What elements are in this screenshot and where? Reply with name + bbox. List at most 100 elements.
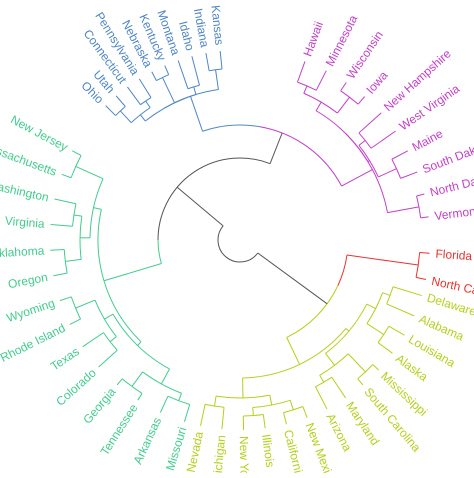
leaf-label: Oregon <box>7 270 49 291</box>
branch-radial <box>110 337 116 342</box>
branch-arc <box>338 255 347 286</box>
root-arc <box>218 226 258 262</box>
branch-radial <box>346 328 349 331</box>
branch-radial <box>287 337 300 364</box>
branch-radial <box>138 342 141 346</box>
leaf-stem <box>359 113 381 133</box>
leaf-stem <box>99 350 118 367</box>
branch-arc <box>158 240 161 264</box>
branch-radial <box>74 215 82 216</box>
leaf-stem <box>139 79 151 98</box>
leaf-stem <box>127 87 140 105</box>
branch-radial <box>65 259 81 261</box>
branch-radial <box>179 393 182 400</box>
branch-radial <box>146 101 150 108</box>
branch-radial <box>191 96 203 131</box>
leaf-label: Washington <box>0 177 50 204</box>
branch-radial <box>194 87 196 95</box>
branch-arc <box>145 98 185 121</box>
leaf-stem <box>303 407 307 418</box>
branch-arc <box>316 111 368 162</box>
leaf-label: Oklahoma <box>0 244 45 261</box>
leaf-label: Florida <box>435 247 473 264</box>
leaf-stem <box>393 287 422 296</box>
leaf-stem <box>416 277 426 279</box>
branch-radial <box>337 97 349 113</box>
branch-radial <box>304 86 307 93</box>
branch-radial <box>132 372 143 386</box>
leaf-stem <box>392 151 408 159</box>
branch-radial <box>216 70 219 90</box>
branch-radial <box>163 78 175 103</box>
leaf-stem <box>358 379 363 385</box>
branch-radial <box>367 304 376 309</box>
leaf-stem <box>116 96 125 107</box>
leaf-stem <box>284 413 287 425</box>
leaf-stem <box>220 51 222 69</box>
leaf-label: Iowa <box>363 68 390 97</box>
leaf-label: New York <box>237 436 252 473</box>
branch-radial <box>392 261 419 265</box>
leaf-stem <box>420 253 430 254</box>
branch-radial <box>104 314 113 319</box>
leaf-stem <box>417 194 425 196</box>
branch-radial <box>320 375 324 382</box>
branch-radial <box>387 207 418 213</box>
branch-radial <box>342 170 373 186</box>
branch-radial <box>347 255 392 261</box>
branch-radial <box>359 140 365 145</box>
leaf-label: Georgia <box>80 385 119 427</box>
leaf-stem <box>178 60 188 88</box>
leaf-stem <box>200 404 205 426</box>
leaf-stem <box>184 404 189 421</box>
branch-radial <box>378 169 396 177</box>
leaf-stem <box>62 174 71 177</box>
leaf-stem <box>371 131 396 148</box>
dendrogram-branches <box>50 51 429 430</box>
leaf-stem <box>316 71 326 91</box>
branch-radial <box>348 354 365 372</box>
branch-arc <box>260 127 342 186</box>
leaf-label: Illinois <box>259 433 277 468</box>
leaf-stem <box>378 343 392 354</box>
leaf-stem <box>152 72 157 81</box>
branch-radial <box>161 369 169 384</box>
leaf-label: Texas <box>48 344 82 373</box>
leaf-label: Arizona <box>323 411 354 454</box>
dendrogram-labels: OhioUtahConnecticutPennsylvaniaNebraskaK… <box>0 5 474 473</box>
branch-radial <box>258 253 327 304</box>
leaf-label: Wyoming <box>5 296 57 325</box>
leaf-stem <box>83 333 104 347</box>
leaf-stem <box>53 273 67 276</box>
leaf-stem <box>165 66 169 75</box>
leaf-stem <box>60 297 71 301</box>
leaf-stem <box>160 396 168 412</box>
branch-radial <box>316 102 321 111</box>
leaf-stem <box>373 364 379 369</box>
leaf-stem <box>332 377 346 398</box>
leaf-stem <box>387 304 415 316</box>
leaf-stem <box>389 326 405 335</box>
leaf-label: Virginia <box>4 214 45 231</box>
branch-radial <box>383 293 391 296</box>
branch-radial <box>253 408 254 416</box>
branch-radial <box>290 400 293 410</box>
leaf-stem <box>222 407 224 429</box>
leaf-stem <box>50 249 64 250</box>
branch-radial <box>367 324 384 335</box>
leaf-label: Vermont <box>434 204 474 223</box>
branch-radial <box>270 395 272 405</box>
leaf-label: New Jersey <box>8 112 70 154</box>
branch-radial <box>94 208 102 210</box>
leaf-stem <box>51 224 73 226</box>
leaf-label: Arkansas <box>131 415 165 466</box>
leaf-label: California <box>281 428 307 473</box>
leaf-stem <box>138 393 142 400</box>
leaf-stem <box>315 387 326 409</box>
leaf-stem <box>106 106 116 116</box>
leaf-stem <box>358 97 365 105</box>
branch-radial <box>326 353 335 365</box>
leaf-label: North Dakota <box>428 169 474 200</box>
